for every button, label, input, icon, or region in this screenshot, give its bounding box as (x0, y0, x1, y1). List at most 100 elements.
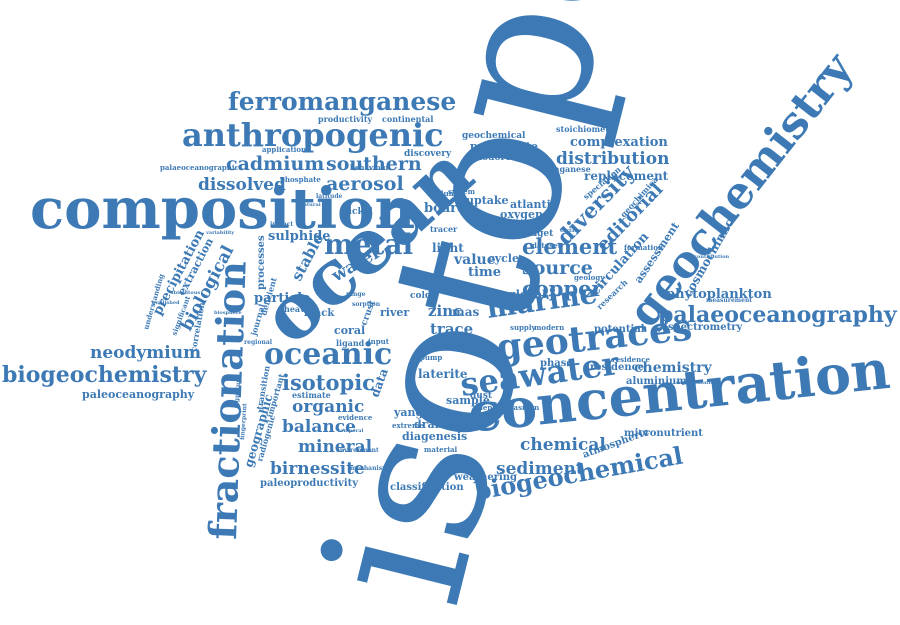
word-behaviour: behaviour (350, 163, 389, 172)
word-environment: environment (336, 447, 379, 454)
word-oceanic: oceanic (264, 337, 392, 372)
word-pump: pump (420, 353, 442, 362)
word-cold: cold (410, 291, 432, 301)
word-source: source (522, 257, 593, 279)
word-plasmon: plasmon (506, 403, 539, 412)
word-board: board (424, 201, 466, 216)
word-micronutrient: micronutrient (624, 428, 703, 439)
word-sample: sample (446, 394, 490, 407)
word-potential: potential (594, 324, 645, 335)
word-ferromanganese: ferromanganese (228, 87, 456, 116)
word-estimate: estimate (292, 390, 331, 400)
word-mas: mas (452, 305, 479, 319)
word-spectrometry: spectrometry (668, 322, 743, 333)
word-ligand: ligand (336, 338, 365, 348)
word-latitude: latitude (316, 193, 343, 200)
word-palaeoceanography: palaeoceanography (658, 302, 898, 328)
word-budget: budget (518, 229, 554, 239)
word-element: element (522, 234, 618, 259)
word-column: column (432, 189, 461, 198)
word-organic: organic (292, 397, 364, 417)
word-measurement: measurement (706, 297, 752, 304)
word-stoichiometry: stoichiometry (556, 124, 618, 134)
word-aluminium: aluminium (626, 376, 687, 387)
word-laterite: laterite (418, 367, 468, 381)
word-atlantic: atlantic (510, 198, 558, 211)
word-river: river (380, 306, 409, 319)
word-particulate: particulate (470, 140, 538, 153)
word-yangtze: yangtze (393, 406, 442, 419)
word-light: light (432, 241, 464, 255)
word-impact: impact (270, 221, 293, 228)
word-sulphide: sulphide (268, 229, 331, 244)
word-particle: particle (254, 291, 310, 306)
word-fingerprint: fingerprint (239, 403, 249, 440)
word-sediment: sediment (496, 459, 584, 479)
word-supply: supply (510, 323, 536, 332)
word-material: material (424, 445, 458, 454)
word-global: global (508, 288, 546, 301)
word-dataset: dataset (532, 241, 562, 250)
word-regional: regional (244, 339, 273, 346)
word-continental: continental (382, 114, 433, 124)
word-uptake: uptake (466, 194, 509, 207)
word-anthropogenic: anthropogenic (182, 116, 444, 154)
word-range: range (346, 291, 366, 298)
word-surface: surface (560, 228, 581, 234)
word-coral: coral (334, 324, 365, 337)
word-manganese: manganese (540, 164, 591, 174)
word-trace: trace (430, 320, 473, 338)
word-balance: balance (282, 417, 356, 437)
word-contribution: contribution (694, 254, 730, 260)
word-palaeoceanographic: palaeoceanographic (160, 163, 239, 172)
word-value: value (453, 252, 496, 268)
word-distribution: distribution (556, 149, 669, 169)
word-fractionation: fractionation (200, 260, 255, 540)
word-mineral: mineral (298, 437, 373, 457)
word-geochemical: geochemical (462, 131, 526, 141)
word-ubiquitous: ubiquitous (170, 290, 200, 296)
word-aerosol: aerosol (326, 173, 404, 195)
word-natural: natural (300, 202, 321, 208)
word-sorption: sorption (352, 301, 381, 308)
word-mechanism: mechanism (350, 465, 389, 472)
word-copper: copper (522, 276, 604, 301)
word-dissolved: dissolved (198, 175, 286, 195)
word-metal: metal (324, 228, 413, 261)
word-signature: signature (233, 375, 242, 408)
word-variability: variability (205, 230, 235, 236)
word-formation: formation (624, 243, 663, 252)
word-residence-2: residence (612, 355, 650, 364)
word-phase: phase (540, 358, 573, 369)
word-biogeochemistry: biogeochemistry (2, 362, 208, 388)
word-todorokite: todorokite (478, 153, 531, 163)
word-zinc: zinc (428, 302, 462, 320)
word-complexation: complexation (570, 135, 668, 150)
word-input: input (368, 337, 390, 346)
word-replacement: replacement (584, 169, 669, 183)
word-biosphere: biosphere (214, 310, 242, 316)
word-nickel: nickel (342, 207, 373, 217)
word-heavy: heavy (284, 304, 310, 314)
word-southern: southern (326, 153, 422, 175)
word-time: time (468, 265, 501, 280)
word-phosphate: phosphate (280, 175, 321, 184)
word-application: application (262, 145, 306, 154)
word-composition: composition (30, 176, 415, 242)
word-evidence: evidence (338, 413, 373, 422)
word-black: black (304, 308, 335, 319)
word-classification: classification (390, 482, 464, 493)
word-dust: dust (470, 391, 493, 401)
word-paleoproductivity: paleoproductivity (260, 478, 359, 489)
word-isotopic: isotopic (282, 370, 375, 395)
word-birnessite: birnessite (270, 459, 365, 479)
word-processes: processes (256, 235, 267, 290)
word-weathering: weathering (453, 472, 517, 483)
word-cadmium: cadmium (226, 153, 324, 175)
word-chemical: chemical (520, 435, 606, 455)
word-tracer: tracer (430, 224, 458, 234)
word-cycle: cycle (488, 252, 519, 265)
word-oxygen: oxygen (500, 208, 543, 221)
